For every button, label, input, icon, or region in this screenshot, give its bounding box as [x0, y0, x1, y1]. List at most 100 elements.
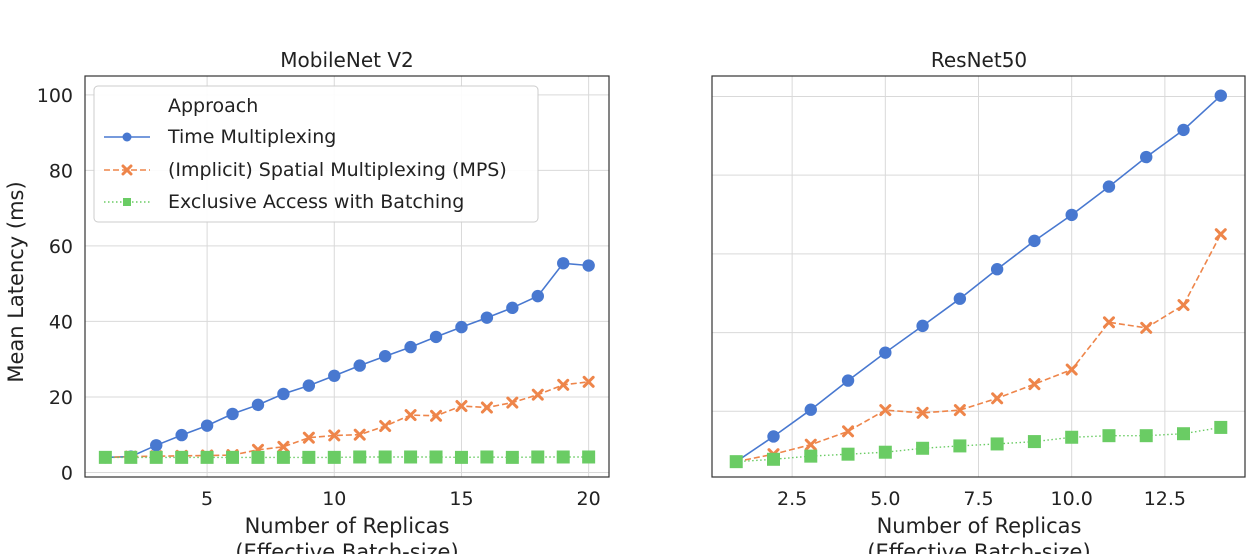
legend-marker-mps-glyph — [121, 164, 133, 176]
data-point-time — [557, 257, 570, 270]
data-point-time — [953, 292, 967, 305]
data-point-mps — [1065, 363, 1078, 376]
legend-box — [93, 85, 539, 223]
data-point-time — [1140, 150, 1153, 164]
series-right — [729, 89, 1228, 469]
data-point-batch — [1027, 435, 1041, 449]
panel-mobilenet: MobileNet V2 5 10 15 20 0 20 40 60 80 100 Mean La… — [4, 48, 610, 554]
panel-resnet: ResNet50 2.5 5.0 7.5 10.0 12.5 Number of Rep… — [711, 48, 1246, 554]
data-point-batch — [302, 450, 316, 464]
data-point-time — [1214, 89, 1227, 102]
data-point-batch — [878, 445, 892, 459]
y-tick-label: 80 — [49, 160, 73, 182]
legend-marker-mps — [121, 164, 133, 176]
data-point-mps — [506, 396, 519, 409]
plot-frame-left — [84, 75, 610, 478]
data-point-time — [277, 387, 290, 401]
data-point-batch — [990, 437, 1004, 451]
x-tick-label: 20 — [577, 488, 601, 510]
data-point-mps — [379, 420, 392, 433]
data-point-time — [879, 346, 892, 359]
data-point-mps — [404, 409, 417, 422]
series-left — [98, 257, 596, 464]
data-point-mps — [1214, 228, 1227, 241]
legend-item-mps: (Implicit) Spatial Multiplexing (MPS) — [104, 159, 507, 181]
data-point-mps — [1102, 316, 1115, 329]
ticks-right: 2.5 5.0 7.5 10.0 12.5 — [777, 488, 1186, 510]
data-point-batch — [531, 450, 545, 464]
y-tick-label: 40 — [49, 311, 73, 333]
data-point-mps — [842, 425, 855, 438]
x-tick-label: 5 — [201, 488, 213, 510]
data-point-time — [841, 374, 855, 387]
legend-marker-time — [122, 132, 132, 142]
data-point-time — [328, 369, 341, 383]
data-point-time — [200, 419, 214, 432]
legend-item-batch: Exclusive Access with Batching — [104, 191, 464, 213]
series-line-mps — [736, 233, 1222, 463]
data-point-batch — [149, 450, 163, 464]
data-point-time — [531, 289, 544, 303]
y-axis-label: Mean Latency (ms) — [4, 181, 28, 382]
data-point-batch — [276, 450, 290, 464]
data-point-mps — [353, 428, 366, 441]
legend-title: Approach — [168, 95, 258, 117]
data-point-mps — [953, 404, 966, 417]
x-tick-label: 10 — [322, 488, 346, 510]
y-tick-label: 0 — [61, 462, 73, 484]
data-point-time — [378, 349, 392, 363]
data-point-time — [1028, 234, 1041, 248]
data-point-batch — [124, 450, 138, 464]
data-point-time — [1177, 123, 1190, 137]
data-point-batch — [916, 441, 930, 455]
data-point-mps — [480, 401, 493, 414]
legend-label-mps: (Implicit) Spatial Multiplexing (MPS) — [168, 159, 507, 181]
data-point-batch — [841, 447, 855, 461]
data-point-batch — [505, 450, 519, 464]
data-point-mps — [557, 378, 570, 391]
data-point-mps — [302, 431, 315, 444]
data-point-batch — [378, 450, 392, 464]
data-point-batch — [556, 450, 570, 464]
y-tick-label: 20 — [49, 387, 73, 409]
data-point-time — [990, 263, 1004, 276]
x-tick-label: 2.5 — [777, 488, 807, 510]
x-tick-label: 12.5 — [1144, 488, 1186, 510]
data-point-mps — [277, 440, 290, 453]
x-axis-sublabel-right: (Effective Batch-size) — [867, 540, 1090, 554]
series-line-time — [735, 95, 1222, 463]
data-point-time — [455, 320, 468, 334]
data-point-batch — [353, 450, 367, 464]
x-tick-label: 10.0 — [1051, 488, 1093, 510]
legend-marker-batch — [123, 198, 131, 206]
data-point-mps — [531, 388, 544, 401]
data-point-time — [226, 407, 239, 421]
data-point-batch — [1177, 427, 1190, 441]
data-point-time — [353, 359, 366, 372]
data-point-batch — [327, 450, 341, 464]
data-point-batch — [226, 450, 240, 464]
data-point-mps — [1028, 378, 1041, 391]
data-point-mps — [991, 392, 1004, 405]
data-point-batch — [1065, 430, 1079, 444]
data-point-time — [404, 340, 417, 354]
data-point-mps — [328, 429, 341, 442]
legend-label-batch: Exclusive Access with Batching — [168, 191, 464, 213]
plot-frame-right — [711, 75, 1246, 478]
ticks-left: 5 10 15 20 0 20 40 60 80 100 — [37, 85, 601, 510]
grid-right — [712, 76, 1245, 477]
data-point-batch — [251, 450, 265, 464]
x-tick-label: 5.0 — [870, 488, 900, 510]
data-point-batch — [200, 450, 214, 464]
chart-title-resnet: ResNet50 — [931, 48, 1027, 72]
data-point-batch — [429, 450, 443, 464]
data-point-time — [251, 398, 265, 412]
data-point-batch — [1139, 429, 1153, 443]
data-point-time — [1102, 180, 1116, 193]
data-point-batch — [454, 450, 468, 464]
data-point-batch — [804, 449, 818, 463]
data-point-mps — [804, 438, 817, 451]
legend: Approach Time Multiplexing (Implicit) Sp… — [93, 85, 539, 223]
data-point-time — [1065, 208, 1078, 222]
